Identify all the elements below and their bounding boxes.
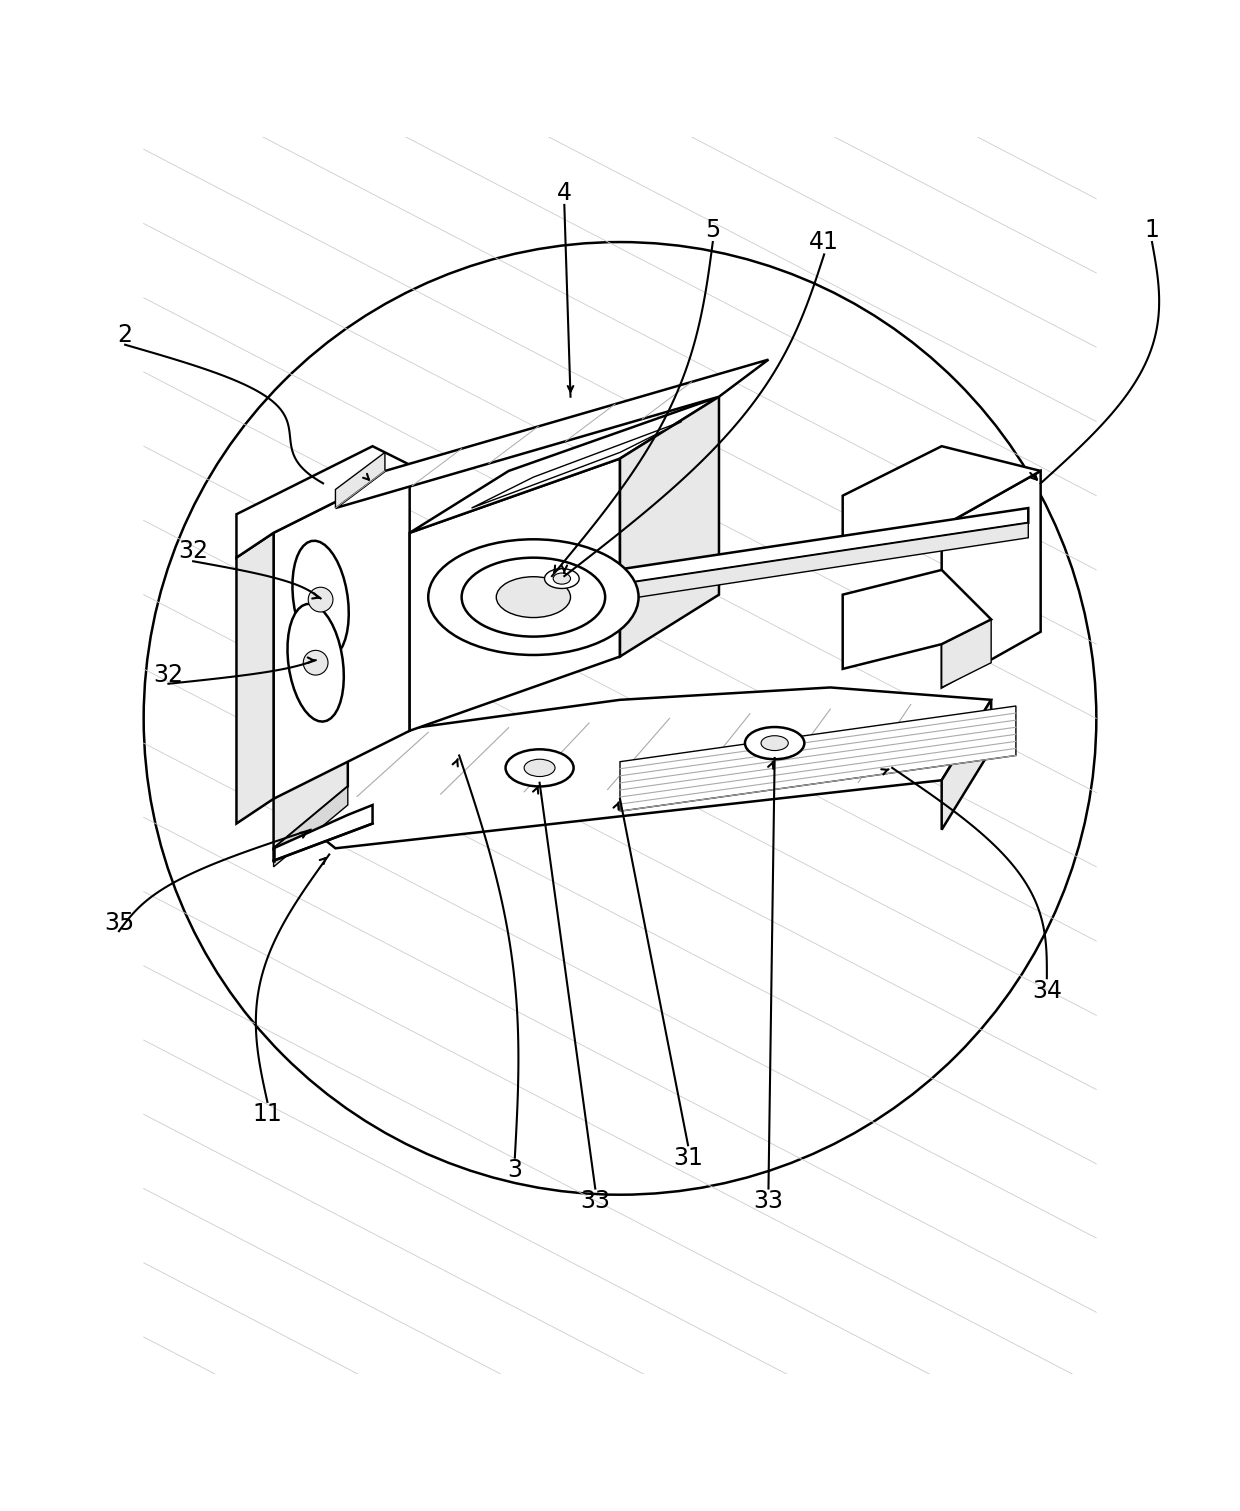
Ellipse shape — [496, 577, 570, 618]
Polygon shape — [336, 360, 769, 508]
Polygon shape — [274, 737, 347, 848]
Ellipse shape — [428, 539, 639, 654]
Text: 5: 5 — [706, 218, 720, 242]
Polygon shape — [533, 508, 1028, 597]
Polygon shape — [274, 465, 409, 799]
Ellipse shape — [761, 736, 789, 751]
Text: 2: 2 — [118, 323, 133, 348]
Ellipse shape — [745, 727, 805, 759]
Polygon shape — [274, 805, 372, 861]
Ellipse shape — [553, 573, 570, 585]
Polygon shape — [274, 786, 347, 867]
Polygon shape — [336, 452, 384, 508]
Ellipse shape — [461, 558, 605, 636]
Polygon shape — [288, 604, 343, 722]
Text: 3: 3 — [507, 1157, 522, 1182]
Polygon shape — [533, 523, 1028, 613]
Text: 32: 32 — [179, 539, 208, 564]
Polygon shape — [620, 706, 1016, 811]
Ellipse shape — [544, 568, 579, 588]
Polygon shape — [274, 688, 991, 848]
Ellipse shape — [525, 759, 556, 777]
Text: 4: 4 — [557, 180, 572, 204]
Text: 1: 1 — [1145, 218, 1159, 242]
Circle shape — [304, 650, 329, 675]
Polygon shape — [293, 541, 348, 659]
Polygon shape — [409, 397, 719, 533]
Text: 34: 34 — [1032, 979, 1061, 1003]
Polygon shape — [409, 458, 620, 731]
Polygon shape — [237, 533, 274, 823]
Text: 35: 35 — [104, 911, 134, 934]
Polygon shape — [941, 700, 991, 830]
Text: 31: 31 — [673, 1145, 703, 1170]
Polygon shape — [471, 422, 682, 508]
Circle shape — [144, 242, 1096, 1195]
Text: 41: 41 — [810, 230, 839, 254]
Circle shape — [309, 588, 334, 612]
Polygon shape — [843, 570, 991, 669]
Text: 11: 11 — [253, 1103, 283, 1126]
Polygon shape — [620, 397, 719, 656]
Polygon shape — [941, 620, 991, 688]
Polygon shape — [237, 446, 409, 558]
Text: 33: 33 — [754, 1189, 784, 1213]
Polygon shape — [941, 471, 1040, 688]
Text: 33: 33 — [580, 1189, 610, 1213]
Polygon shape — [843, 446, 1040, 552]
Ellipse shape — [506, 749, 574, 786]
Text: 32: 32 — [154, 663, 184, 688]
